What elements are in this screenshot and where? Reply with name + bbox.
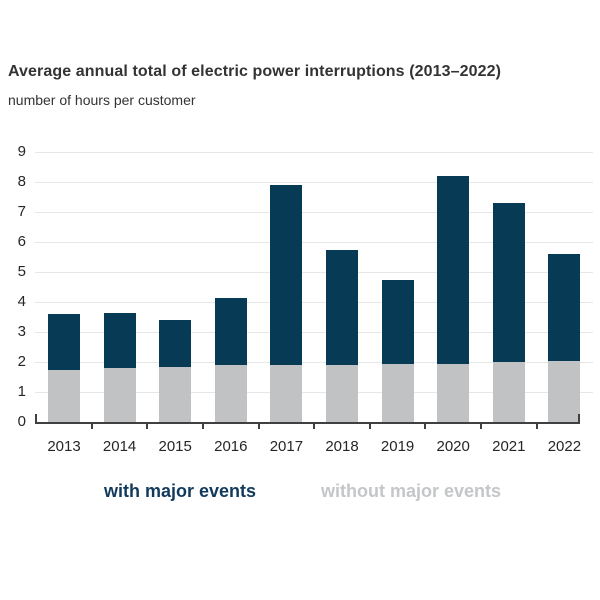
chart-subtitle: number of hours per customer	[8, 92, 196, 108]
bar-segment-without-major-events-2019	[381, 363, 414, 422]
y-axis-tick-label-7: 7	[17, 203, 26, 220]
bar-segment-without-major-events-2017	[270, 365, 303, 422]
legend-item-with-major-events: with major events	[104, 481, 257, 501]
y-axis-tick-label-0: 0	[17, 413, 26, 430]
bar-segment-with-major-events-2016	[214, 297, 247, 365]
bar-segment-with-major-events-2015	[159, 320, 192, 367]
gridline-2	[35, 362, 593, 363]
x-axis-tick-2020	[480, 424, 482, 429]
x-axis-right-cap	[578, 414, 580, 424]
x-axis-tick-label-2022: 2022	[547, 438, 582, 455]
legend-item-without-major-events: without major events	[321, 481, 502, 501]
y-axis-tick-label-5: 5	[17, 263, 26, 280]
bar-segment-with-major-events-2018	[326, 249, 358, 365]
y-axis-tick-label-6: 6	[17, 233, 26, 250]
bar-segment-without-major-events-2018	[326, 365, 358, 422]
bar-segment-without-major-events-2021	[492, 362, 525, 422]
x-axis-tick-2016	[257, 424, 260, 429]
bar-segment-with-major-events-2019	[381, 279, 414, 364]
bar-segment-without-major-events-2016	[214, 365, 247, 422]
bar-segment-without-major-events-2014	[103, 368, 136, 422]
y-axis-tick-label-2: 2	[17, 353, 26, 370]
y-axis-tick-label-8: 8	[17, 173, 26, 190]
bar-segment-without-major-events-2013	[48, 369, 80, 422]
x-axis-tick-2019	[424, 424, 427, 429]
bar-segment-with-major-events-2021	[492, 203, 525, 362]
x-axis-tick-label-2021: 2021	[492, 438, 526, 455]
x-axis-tick-2018	[368, 424, 371, 429]
bar-segment-without-major-events-2022	[548, 360, 581, 422]
bar-segment-without-major-events-2015	[159, 366, 192, 422]
gridline-4	[35, 302, 593, 303]
x-axis-tick-label-2016: 2016	[214, 438, 248, 455]
bar-segment-with-major-events-2013	[48, 314, 80, 370]
x-axis-tick-2015	[202, 424, 204, 429]
gridline-5	[35, 272, 593, 273]
gridline-6	[35, 242, 593, 243]
x-axis-tick-label-2013: 2013	[47, 438, 81, 455]
y-axis-tick-label-4: 4	[17, 293, 26, 310]
x-axis-tick-2017	[313, 424, 316, 429]
y-axis-tick-label-9: 9	[17, 143, 26, 160]
x-axis-tick-label-2017: 2017	[269, 438, 304, 455]
x-axis-tick-label-2015: 2015	[158, 438, 192, 455]
gridline-3	[35, 332, 593, 333]
bar-segment-with-major-events-2017	[270, 185, 303, 365]
gridline-8	[35, 182, 593, 183]
chart-title: Average annual total of electric power i…	[8, 63, 502, 80]
y-axis-tick-label-1: 1	[17, 383, 26, 400]
y-axis-tick-label-3: 3	[17, 323, 26, 340]
bar-segment-with-major-events-2020	[437, 176, 470, 364]
x-axis-line	[35, 422, 580, 424]
gridline-7	[35, 212, 593, 213]
x-axis-tick-2014	[146, 424, 149, 429]
x-axis-tick-label-2018: 2018	[325, 438, 359, 455]
x-axis-tick-label-2019: 2019	[380, 438, 415, 455]
gridline-1	[35, 392, 593, 393]
x-axis-tick-label-2020: 2020	[436, 438, 470, 455]
bar-segment-without-major-events-2020	[437, 363, 470, 422]
x-axis-left-cap	[35, 414, 37, 424]
gridline-9	[35, 152, 593, 153]
x-axis-tick-label-2014: 2014	[102, 438, 137, 455]
bar-segment-with-major-events-2022	[548, 254, 581, 361]
bar-segment-with-major-events-2014	[103, 312, 136, 368]
x-axis-tick-2021	[535, 424, 538, 429]
x-axis-tick-2013	[90, 424, 93, 429]
